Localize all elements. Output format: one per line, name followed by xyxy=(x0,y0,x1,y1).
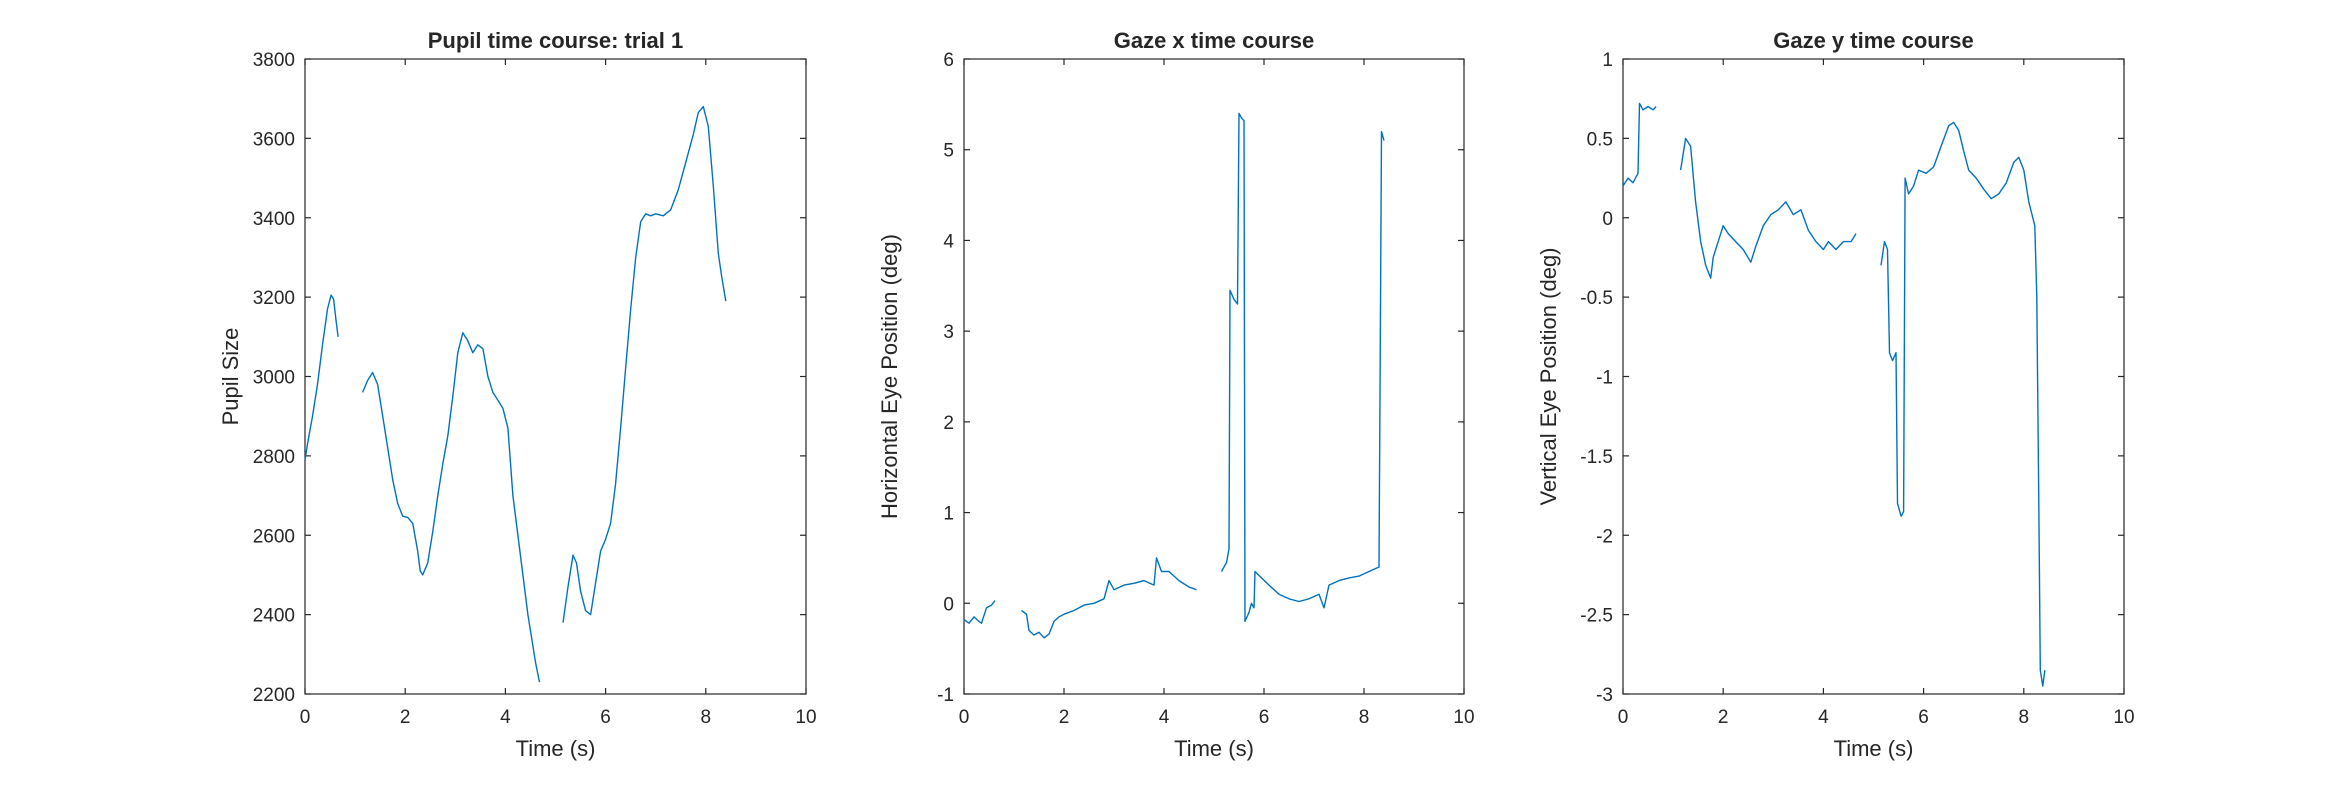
pupil-ytick-label: 3400 xyxy=(253,209,295,230)
gaze-y-ytick-label: -2.5 xyxy=(1580,606,1613,627)
gaze-x-xtick-label: 0 xyxy=(959,707,970,728)
gaze-y-ytick-label: 1 xyxy=(1602,50,1613,71)
gaze-x-ytick-label: 6 xyxy=(943,50,954,71)
gaze-x-xtick-label: 2 xyxy=(1059,707,1070,728)
gaze-y-ytick-label: -0.5 xyxy=(1580,288,1613,309)
gaze-x-ytick-label: 2 xyxy=(943,413,954,434)
gaze-x-ytick-label: 3 xyxy=(943,322,954,343)
gaze-x-ytick-label: 0 xyxy=(943,594,954,615)
gaze-x-xlabel: Time (s) xyxy=(1174,736,1254,761)
gaze-y-ytick-label: -1.5 xyxy=(1580,447,1613,468)
gaze-x-ytick-label: 4 xyxy=(943,231,954,252)
pupil-ytick-label: 3600 xyxy=(253,129,295,150)
pupil-axes-box xyxy=(304,58,807,695)
gaze-y-trace-segment-1 xyxy=(1622,102,1657,187)
pupil-ytick-label: 3000 xyxy=(253,368,295,389)
gaze-x-trace-segment-2 xyxy=(1021,557,1197,639)
gaze-x-trace-segment-3 xyxy=(1220,112,1385,623)
gaze-y-ylabel: Vertical Eye Position (deg) xyxy=(1536,247,1561,505)
pupil-xtick-label: 10 xyxy=(795,707,816,728)
pupil-ytick-label: 2200 xyxy=(253,685,295,706)
gaze-y-ytick-label: -2 xyxy=(1596,526,1613,547)
gaze-y-ytick-label: 0.5 xyxy=(1587,129,1613,150)
gaze-y-xtick-label: 8 xyxy=(2019,707,2030,728)
gaze-y-xtick-label: 10 xyxy=(2113,707,2134,728)
pupil-xtick-label: 4 xyxy=(500,707,511,728)
pupil-ytick-label: 2800 xyxy=(253,447,295,468)
pupil-xtick-label: 8 xyxy=(701,707,712,728)
gaze-y-xtick-label: 4 xyxy=(1818,707,1829,728)
gaze-x-title: Gaze x time course xyxy=(1114,28,1315,53)
pupil-trace-segment-3 xyxy=(562,105,727,623)
pupil-title: Pupil time course: trial 1 xyxy=(428,28,684,53)
gaze-x-ytick-label: 1 xyxy=(943,504,954,525)
pupil-ytick-label: 3200 xyxy=(253,288,295,309)
gaze-x-xtick-label: 8 xyxy=(1359,707,1370,728)
gaze-y-xlabel: Time (s) xyxy=(1834,736,1914,761)
pupil-xtick-label: 6 xyxy=(600,707,611,728)
gaze-y-xtick-label: 0 xyxy=(1618,707,1629,728)
pupil-ylabel: Pupil Size xyxy=(218,328,243,426)
gaze-y-xtick-label: 2 xyxy=(1718,707,1729,728)
pupil-ytick-label: 2400 xyxy=(253,606,295,627)
gaze-y-xtick-label: 6 xyxy=(1918,707,1929,728)
pupil-ytick-label: 3800 xyxy=(253,50,295,71)
gaze-y-title: Gaze y time course xyxy=(1773,28,1974,53)
pupil-panel: Pupil time course: trial 1 0 2 4 6 8 10 2200 240… xyxy=(218,28,817,761)
gaze-x-xtick-label: 4 xyxy=(1159,707,1170,728)
gaze-x-ytick-label: -1 xyxy=(937,685,954,706)
gaze-y-trace-segment-2 xyxy=(1679,137,1857,279)
gaze-x-ytick-label: 5 xyxy=(943,141,954,162)
pupil-xlabel: Time (s) xyxy=(516,736,596,761)
gaze-y-ytick-label: 0 xyxy=(1602,209,1613,230)
gaze-x-xtick-label: 6 xyxy=(1259,707,1270,728)
gaze-y-axes-box xyxy=(1622,58,2125,695)
pupil-ytick-label: 2600 xyxy=(253,526,295,547)
gaze-x-trace-segment-1 xyxy=(963,600,996,624)
gaze-y-trace-segment-3 xyxy=(1880,121,2046,687)
gaze-x-axes-box xyxy=(963,58,1465,695)
pupil-xtick-label: 0 xyxy=(300,707,311,728)
gaze-y-ytick-label: -1 xyxy=(1596,368,1613,389)
pupil-trace-segment-2 xyxy=(361,332,541,683)
pupil-xtick-label: 2 xyxy=(400,707,411,728)
pupil-trace-segment-1 xyxy=(304,294,339,460)
gaze-x-ylabel: Horizontal Eye Position (deg) xyxy=(877,234,902,519)
gaze-x-xtick-label: 10 xyxy=(1453,707,1474,728)
gaze-y-ytick-label: -3 xyxy=(1596,685,1613,706)
